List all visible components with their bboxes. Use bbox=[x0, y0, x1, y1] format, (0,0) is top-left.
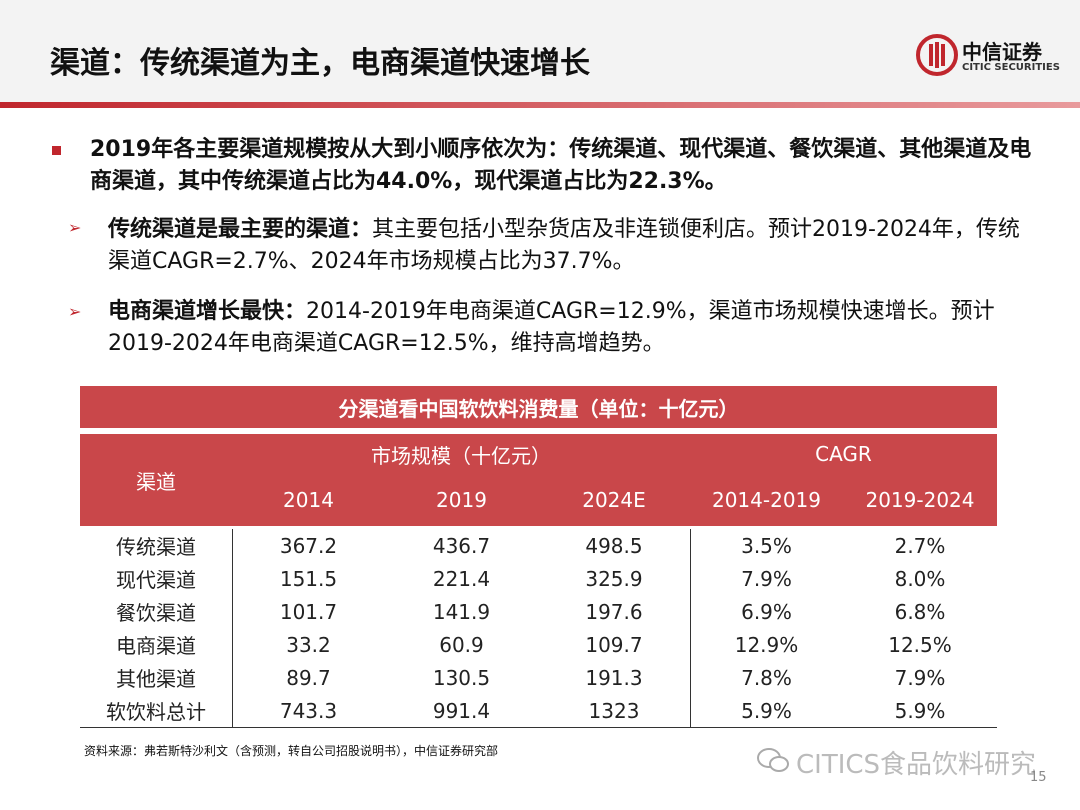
table-header-bg bbox=[80, 434, 997, 526]
logo-icon bbox=[916, 34, 958, 76]
page-number: 15 bbox=[1030, 770, 1047, 785]
table-cell: 221.4 bbox=[432, 566, 491, 591]
table-cell: 89.7 bbox=[286, 665, 331, 690]
source: 资料来源：弗若斯特沙利文（含预测，转自公司招股说明书），中信证券研究部 bbox=[84, 744, 499, 758]
header-cell: 2019 bbox=[436, 488, 487, 512]
table-cell: 130.5 bbox=[432, 665, 491, 690]
table-cell: 6.9% bbox=[741, 599, 792, 624]
table-divider bbox=[690, 529, 691, 727]
table-cell: 197.6 bbox=[585, 599, 643, 624]
table-title: 分渠道看中国软饮料消费量（单位：十亿元） bbox=[80, 386, 997, 428]
table-cell: 436.7 bbox=[432, 533, 491, 558]
watermark: CITICS食品饮料研究 bbox=[796, 750, 1037, 780]
table-cell: 2.7% bbox=[894, 533, 946, 558]
bullet-marker bbox=[52, 146, 61, 155]
title: 渠道：传统渠道为主，电商渠道快速增长 bbox=[50, 46, 590, 81]
header-bg bbox=[0, 0, 1080, 104]
table-cell: 498.5 bbox=[585, 533, 643, 558]
table-cell: 12.9% bbox=[734, 632, 799, 657]
table-cell: 7.9% bbox=[741, 566, 792, 591]
table-cell: 101.7 bbox=[279, 599, 338, 624]
table-cell: 其他渠道 bbox=[116, 667, 196, 691]
table-cell: 991.4 bbox=[432, 698, 491, 723]
table-cell: 743.3 bbox=[279, 698, 338, 723]
header-cell: 2014-2019 bbox=[711, 488, 821, 512]
sub-bullet: 传统渠道是最主要的渠道：其主要包括小型杂货店及非连锁便利店。预计2019-202… bbox=[108, 214, 1038, 278]
sub-bullet: 电商渠道增长最快：2014-2019年电商渠道CAGR=12.9%，渠道市场规模… bbox=[108, 296, 1038, 360]
bullet-text: 2019年各主要渠道规模按从大到小顺序依次为：传统渠道、现代渠道、餐饮渠道、其他… bbox=[90, 137, 1032, 194]
table-bottom-rule bbox=[80, 727, 997, 728]
header-cell: 渠道 bbox=[136, 469, 176, 494]
table-cell: 325.9 bbox=[585, 566, 643, 591]
sub-bullet-lead: 电商渠道增长最快： bbox=[108, 299, 307, 324]
sub-bullet-marker: ➢ bbox=[68, 218, 82, 237]
table-cell: 餐饮渠道 bbox=[116, 601, 196, 625]
sub-bullet-marker: ➢ bbox=[68, 302, 82, 321]
table-cell: 60.9 bbox=[439, 632, 484, 657]
table-cell: 151.5 bbox=[279, 566, 338, 591]
logo-cn: 中信证券 bbox=[962, 40, 1042, 64]
table-cell: 3.5% bbox=[741, 533, 792, 558]
header-cell: CAGR bbox=[815, 442, 872, 466]
table-cell: 5.9% bbox=[741, 698, 792, 723]
table-cell: 33.2 bbox=[286, 632, 331, 657]
table-cell: 367.2 bbox=[279, 533, 338, 558]
header-cell: 2014 bbox=[283, 488, 334, 512]
table-cell: 电商渠道 bbox=[116, 634, 196, 658]
table-cell: 7.8% bbox=[741, 665, 792, 690]
table-cell: 109.7 bbox=[585, 632, 643, 657]
table-cell: 软饮料总计 bbox=[106, 700, 206, 724]
table-cell: 7.9% bbox=[894, 665, 946, 690]
table-cell: 12.5% bbox=[888, 632, 952, 657]
header-cell: 2019-2024 bbox=[865, 488, 975, 512]
table-cell: 141.9 bbox=[432, 599, 491, 624]
sub-bullet-lead: 传统渠道是最主要的渠道： bbox=[108, 217, 373, 242]
table-cell: 6.8% bbox=[894, 599, 946, 624]
logo-en: CITIC SECURITIES bbox=[962, 62, 1060, 73]
header-cell: 市场规模（十亿元） bbox=[371, 443, 551, 468]
table-cell: 1323 bbox=[588, 698, 640, 723]
table-cell: 现代渠道 bbox=[116, 568, 196, 592]
sub-bullet-text: 2014-2019年电商渠道CAGR=12.9%，渠道市场规模快速增长。预计20… bbox=[108, 299, 995, 356]
table-cell: 8.0% bbox=[894, 566, 946, 591]
sub-bullet-text: 其主要包括小型杂货店及非连锁便利店。预计2019-2024年，传统渠道CAGR=… bbox=[108, 217, 1020, 274]
table-divider bbox=[232, 529, 233, 727]
table-cell: 传统渠道 bbox=[116, 535, 196, 559]
table-cell: 5.9% bbox=[894, 698, 946, 723]
wechat-icon bbox=[757, 748, 789, 772]
header-cell: 2024E bbox=[582, 488, 646, 512]
header-rule bbox=[0, 102, 1080, 108]
table-cell: 191.3 bbox=[585, 665, 643, 690]
